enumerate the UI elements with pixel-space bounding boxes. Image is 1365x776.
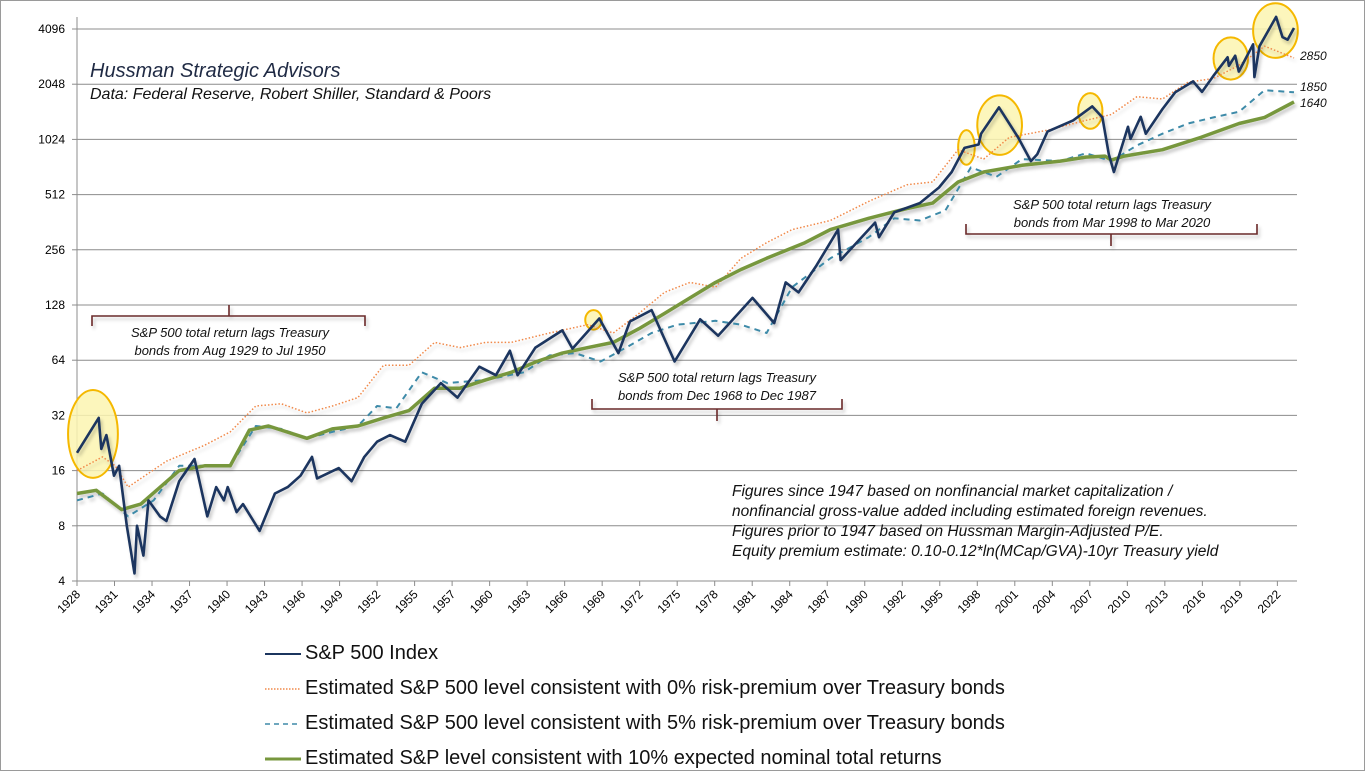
y-tick-label: 32 [52, 408, 66, 422]
x-tick-label: 1937 [167, 587, 196, 616]
x-tick-label: 1966 [542, 587, 571, 616]
end-label-zero-premium: 2850 [1300, 49, 1327, 63]
legend-label: Estimated S&P 500 level consistent with … [305, 712, 1005, 734]
legend: S&P 500 Index Estimated S&P 500 level co… [265, 636, 1005, 776]
y-tick-label: 2048 [38, 77, 65, 91]
chart-title: Hussman Strategic Advisors [90, 60, 341, 82]
x-tick-label: 1949 [317, 587, 346, 616]
annotation-line: bonds from Mar 1998 to Mar 2020 [1013, 215, 1211, 230]
series-line-five-premium [76, 89, 1295, 518]
legend-swatch-zero-premium [265, 687, 301, 690]
legend-item-sp500: S&P 500 Index [265, 636, 1005, 671]
y-tick-label: 128 [45, 298, 65, 312]
bracket-1929-1950 [91, 305, 366, 326]
bracket-1968-1987 [591, 399, 843, 421]
annotation-line: S&P 500 total return lags Treasury [618, 370, 816, 385]
legend-item-ten-return: Estimated S&P level consistent with 10% … [265, 741, 1005, 776]
x-tick-label: 1946 [279, 587, 308, 616]
end-label-five-premium: 1850 [1300, 80, 1327, 94]
x-tick-label: 2001 [992, 587, 1021, 616]
x-tick-label: 1995 [917, 587, 946, 616]
x-tick-label: 2016 [1180, 587, 1209, 616]
note-line: nonfinancial gross-value added including… [732, 503, 1208, 520]
y-tick-label: 64 [52, 353, 66, 367]
bracket-1998-2020 [965, 224, 1258, 246]
x-tick-label: 1998 [955, 587, 984, 616]
legend-label: S&P 500 Index [305, 642, 439, 664]
highlight-ellipses [67, 2, 1299, 479]
x-tick-label: 1990 [842, 587, 871, 616]
x-tick-label: 1957 [429, 587, 458, 616]
series-line-ten-return [76, 100, 1295, 512]
end-label-ten-return: 1640 [1300, 96, 1327, 110]
legend-swatch-sp500 [265, 652, 301, 655]
x-tick-label: 2010 [1105, 587, 1134, 616]
highlight-ellipse [584, 309, 603, 331]
highlight-ellipse [1252, 2, 1299, 59]
x-tick-label: 1931 [92, 587, 121, 616]
x-tick-label: 2007 [1067, 587, 1096, 616]
highlight-ellipse [1212, 36, 1250, 81]
y-tick-label: 1024 [38, 132, 65, 146]
x-tick-label: 1963 [504, 587, 533, 616]
highlight-ellipse [67, 389, 119, 479]
note-line: Figures prior to 1947 based on Hussman M… [732, 523, 1164, 540]
x-tick-label: 1992 [880, 587, 909, 616]
annotation-line: S&P 500 total return lags Treasury [1013, 197, 1211, 212]
legend-label: Estimated S&P 500 level consistent with … [305, 677, 1005, 699]
x-tick-label: 2019 [1217, 587, 1246, 616]
x-tick-label: 1981 [730, 587, 759, 616]
x-tick-label: 1940 [204, 587, 233, 616]
methodology-note: Figures since 1947 based on nonfinancial… [732, 482, 1218, 562]
legend-swatch-ten-return [265, 757, 301, 760]
series-lines [75, 15, 1296, 575]
x-tick-label: 1934 [129, 587, 158, 616]
legend-label: Estimated S&P level consistent with 10% … [305, 747, 942, 769]
x-tick-label: 1952 [354, 587, 383, 616]
annotation-1929-1950: S&P 500 total return lags Treasury bonds… [115, 324, 345, 360]
x-tick-label: 2004 [1030, 587, 1059, 616]
x-tick-label: 1975 [655, 587, 684, 616]
annotation-brackets [91, 224, 1258, 421]
annotation-1968-1987: S&P 500 total return lags Treasury bonds… [602, 369, 832, 405]
y-tick-label: 256 [45, 243, 65, 257]
x-tick-label: 2022 [1255, 587, 1284, 616]
legend-swatch-five-premium [265, 722, 301, 725]
x-tick-label: 1984 [767, 587, 796, 616]
y-tick-label: 4096 [38, 22, 65, 36]
x-tick-label: 1955 [392, 587, 421, 616]
x-tick-label: 1969 [580, 587, 609, 616]
chart-subtitle: Data: Federal Reserve, Robert Shiller, S… [90, 86, 492, 103]
annotation-line: bonds from Dec 1968 to Dec 1987 [617, 388, 816, 403]
x-tick-label: 2013 [1142, 587, 1171, 616]
x-tick-label: 1978 [692, 587, 721, 616]
annotation-line: bonds from Aug 1929 to Jul 1950 [134, 343, 326, 358]
y-tick-label: 8 [58, 519, 65, 533]
series-line-sp500 [75, 15, 1296, 575]
x-tick-label: 1972 [617, 587, 646, 616]
legend-item-zero-premium: Estimated S&P 500 level consistent with … [265, 671, 1005, 706]
series-line-zero-premium [76, 45, 1295, 488]
annotation-line: S&P 500 total return lags Treasury [131, 325, 329, 340]
x-tick-label: 1928 [54, 587, 83, 616]
x-tick-label: 1987 [805, 587, 834, 616]
highlight-ellipse [976, 94, 1023, 156]
annotation-1998-2020: S&P 500 total return lags Treasury bonds… [997, 196, 1227, 232]
y-tick-label: 16 [52, 464, 66, 478]
y-tick-label: 512 [45, 188, 65, 202]
x-tick-label: 1943 [242, 587, 271, 616]
y-tick-label: 4 [58, 574, 65, 588]
highlight-ellipse [1077, 92, 1104, 130]
note-line: Figures since 1947 based on nonfinancial… [732, 483, 1173, 500]
note-line: Equity premium estimate: 0.10-0.12*ln(MC… [732, 543, 1219, 560]
x-tick-label: 1960 [467, 587, 496, 616]
legend-item-five-premium: Estimated S&P 500 level consistent with … [265, 706, 1005, 741]
